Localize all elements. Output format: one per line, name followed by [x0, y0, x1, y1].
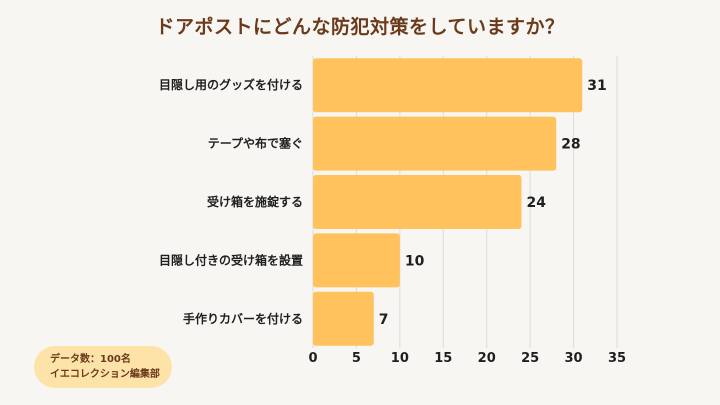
- bar: [313, 58, 583, 113]
- x-tick-label: 20: [478, 351, 496, 366]
- source-badge: データ数：100名 イエコレクション編集部: [34, 346, 172, 388]
- category-label: テープや布で塞ぐ: [208, 136, 303, 151]
- source-count: データ数：100名: [50, 354, 131, 365]
- x-tick-label: 10: [391, 351, 409, 366]
- value-label: 24: [526, 195, 546, 211]
- x-tick-label: 5: [352, 351, 361, 366]
- category-label: 受け箱を施錠する: [207, 194, 303, 209]
- bar-layer: [313, 58, 583, 346]
- bar: [313, 175, 522, 229]
- source-editor: イエコレクション編集部: [50, 369, 160, 380]
- x-tick-label: 25: [521, 351, 539, 366]
- category-label: 目隠し付きの受け箱を設置: [159, 252, 303, 267]
- bar: [313, 233, 400, 288]
- x-tick-label: 15: [434, 351, 452, 366]
- bar: [313, 116, 557, 171]
- value-label: 28: [561, 137, 580, 153]
- bar: [313, 291, 374, 346]
- x-tick-label: 30: [565, 351, 583, 366]
- value-label: 10: [405, 253, 425, 269]
- value-label: 31: [587, 78, 606, 94]
- label-layer: 0 5 10 15 20 25 30 35 目隠し用のグッズを付ける 31 テープや布で塞ぐ 28 受け…: [159, 77, 626, 366]
- value-label: 7: [379, 312, 389, 328]
- x-tick-label: 35: [608, 351, 626, 366]
- category-label: 目隠し用のグッズを付ける: [159, 77, 303, 92]
- x-tick-label: 0: [308, 351, 317, 366]
- category-label: 手作りカバーを付ける: [183, 311, 303, 326]
- chart-title: ドアポストにどんな防犯対策をしていますか？: [155, 16, 565, 38]
